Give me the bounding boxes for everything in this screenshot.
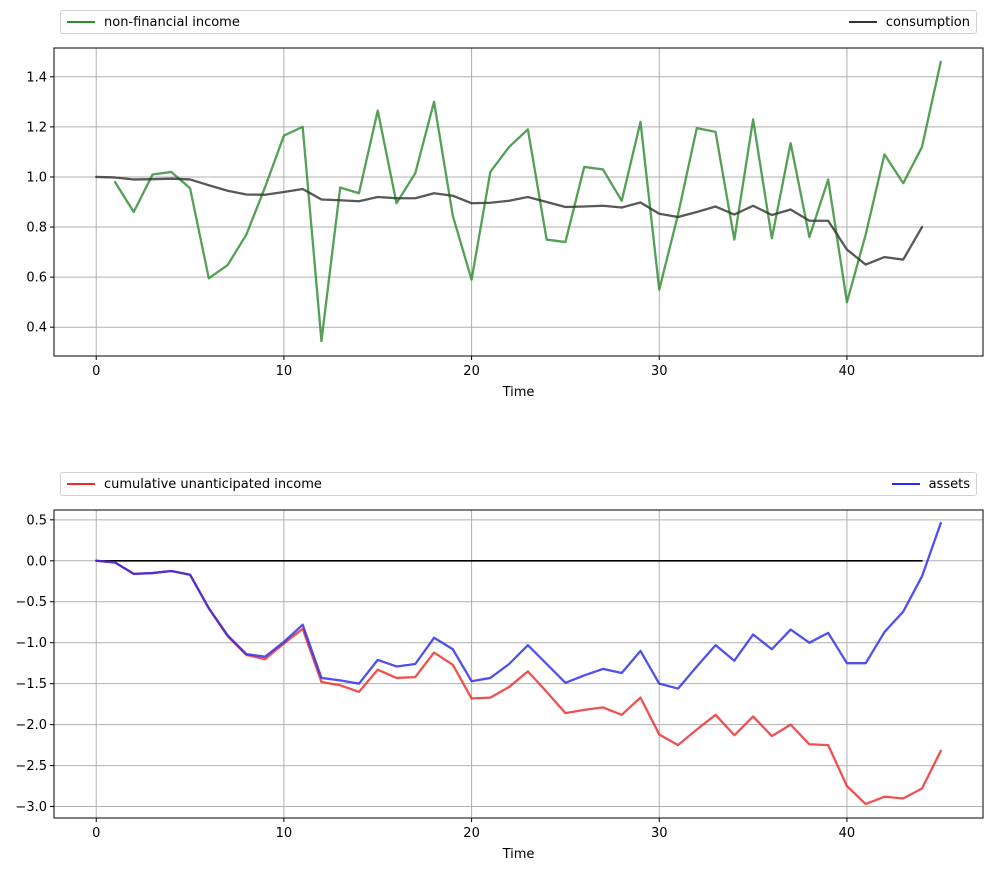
y-tick-label: 0.0 <box>26 554 47 569</box>
axes-frame <box>53 509 984 819</box>
legend-item-consumption: consumption <box>848 11 970 33</box>
y-tick-label: −2.5 <box>15 759 47 774</box>
legend-item-assets: assets <box>891 473 970 495</box>
top-legend: non-financial income consumption <box>60 10 977 34</box>
x-tick-label: 10 <box>276 826 293 841</box>
x-tick-label: 10 <box>276 364 293 379</box>
legend-swatch-red <box>67 483 95 485</box>
legend-swatch-black <box>848 21 877 23</box>
y-tick-label: −1.5 <box>15 677 47 692</box>
bottom-chart: 0 10 20 30 40 −3.0 −2.5 −2.0 −1.5 −1.0 −0.5 0.0 0.5 T… <box>15 509 984 862</box>
axes-frame <box>53 47 984 357</box>
legend-item-cumulative-unanticipated-income: cumulative unanticipated income <box>67 473 322 495</box>
bottom-legend: cumulative unanticipated income assets <box>60 472 977 496</box>
y-tick-label: −0.5 <box>15 595 47 610</box>
x-axis-label: Time <box>502 385 535 400</box>
top-chart: 0 10 20 30 40 0.4 0.6 0.8 1.0 1.2 1.4 Time <box>26 47 984 400</box>
legend-swatch-green <box>67 21 95 23</box>
series-line-cumulative-unanticipated-income <box>95 559 942 806</box>
y-tick-label: 1.0 <box>26 170 47 185</box>
y-tick-label: 1.4 <box>26 70 47 85</box>
series-line-consumption <box>95 175 924 266</box>
x-tick-label: 40 <box>839 826 856 841</box>
x-tick-label: 40 <box>839 364 856 379</box>
legend-item-non-financial-income: non-financial income <box>67 11 240 33</box>
series-line-non-financial-income <box>113 60 942 343</box>
y-tick-label: −3.0 <box>15 800 47 815</box>
x-axis-label: Time <box>502 847 535 862</box>
x-tick-label: 0 <box>92 826 100 841</box>
x-tick-label: 20 <box>463 826 480 841</box>
legend-label: consumption <box>885 14 970 30</box>
y-tick-label: 0.6 <box>26 271 47 286</box>
x-tick-label: 30 <box>651 364 668 379</box>
x-tick-label: 30 <box>651 826 668 841</box>
x-tick-label: 20 <box>463 364 480 379</box>
series-line-assets <box>95 521 942 690</box>
y-tick-label: 0.4 <box>26 321 47 336</box>
y-tick-label: 0.5 <box>26 513 47 528</box>
legend-swatch-blue <box>891 483 920 485</box>
y-tick-label: 1.2 <box>26 120 47 135</box>
legend-label: non-financial income <box>104 14 240 30</box>
legend-label: assets <box>928 476 970 492</box>
x-tick-label: 0 <box>92 364 100 379</box>
legend-label: cumulative unanticipated income <box>104 476 322 492</box>
y-tick-label: 0.8 <box>26 221 47 236</box>
y-tick-label: −2.0 <box>15 718 47 733</box>
y-tick-label: −1.0 <box>15 636 47 651</box>
